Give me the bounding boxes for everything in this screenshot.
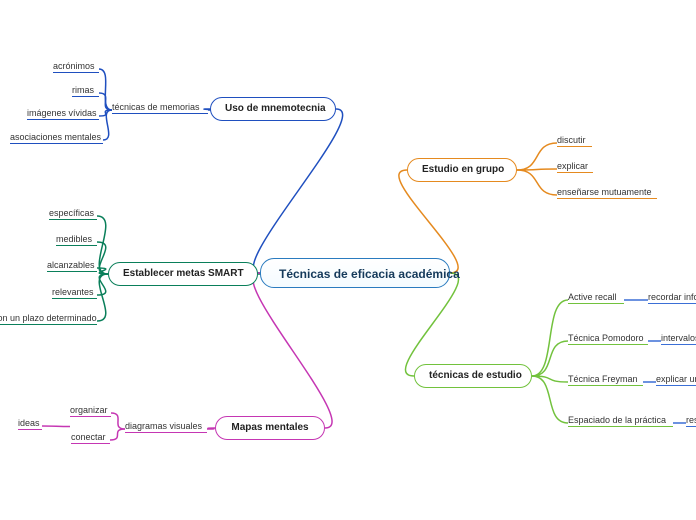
branch-mapas: Mapas mentales: [215, 416, 325, 440]
branch-smart: Establecer metas SMART: [108, 262, 258, 286]
leaf-tecnicas-3: Espaciado de la práctica: [568, 415, 673, 426]
leaf-mapas-1: conectar: [71, 432, 110, 443]
leaf-mapas-0: organizar: [70, 405, 111, 416]
leaf-smart-1: medibles: [56, 234, 97, 245]
leaf-smart-3: relevantes: [52, 287, 97, 298]
mid-mnemo: técnicas de memorias: [112, 102, 208, 113]
branch-mnemo: Uso de mnemotecnia: [210, 97, 336, 121]
branch-tecnicas: técnicas de estudio: [414, 364, 532, 388]
leaf-grupo-1: explicar: [557, 161, 593, 172]
subleaf-tecnicas-0: recordar informa: [648, 292, 696, 303]
leaf-tecnicas-0: Active recall: [568, 292, 624, 303]
leaf-mnemo-3: asociaciones mentales: [10, 132, 103, 143]
center-node: Técnicas de eficacia académica: [260, 258, 450, 288]
leaf-grupo-0: discutir: [557, 135, 592, 146]
leaf-smart-4: con un plazo determinado: [0, 313, 97, 324]
subleaf-tecnicas-1: intervalos de: [661, 333, 696, 344]
leaf-mnemo-2: imágenes vívidas: [27, 108, 99, 119]
branch-grupo: Estudio en grupo: [407, 158, 517, 182]
leaf-tecnicas-1: Técnica Pomodoro: [568, 333, 648, 344]
subleaf-tecnicas-2: explicar un co: [656, 374, 696, 385]
leaf2-mapas-0: ideas: [18, 418, 42, 429]
leaf-grupo-2: enseñarse mutuamente: [557, 187, 657, 198]
leaf-mnemo-1: rimas: [72, 85, 99, 96]
mid-mapas: diagramas visuales: [125, 421, 207, 432]
subleaf-tecnicas-3: reserva: [686, 415, 696, 426]
leaf-mnemo-0: acrónimos: [53, 61, 99, 72]
leaf-tecnicas-2: Técnica Freyman: [568, 374, 643, 385]
leaf-smart-2: alcanzables: [47, 260, 97, 271]
leaf-smart-0: específicas: [49, 208, 97, 219]
